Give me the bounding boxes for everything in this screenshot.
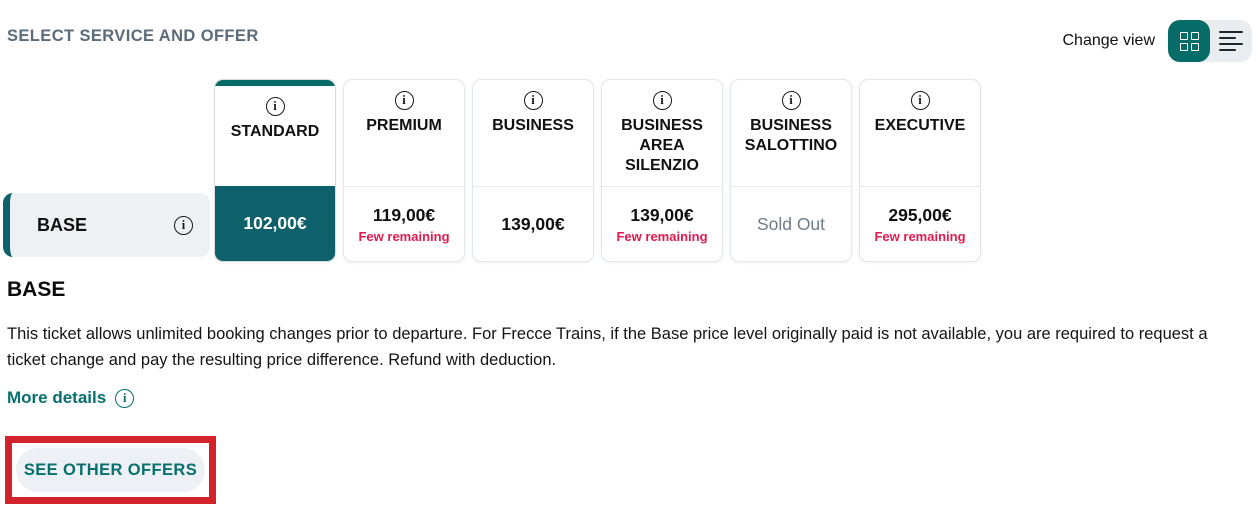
service-column-label: BUSINESS AREA SILENZIO xyxy=(621,117,703,174)
service-column[interactable]: PREMIUM 119,00€ Few remaining xyxy=(343,79,465,262)
service-column-header: BUSINESS xyxy=(473,80,593,186)
view-toggle xyxy=(1168,20,1252,62)
info-icon[interactable] xyxy=(265,97,285,116)
service-column[interactable]: EXECUTIVE 295,00€ Few remaining xyxy=(859,79,981,262)
info-icon xyxy=(115,388,135,408)
service-column-header: PREMIUM xyxy=(344,80,464,186)
service-columns: STANDARD 102,00€ PREMIUM 119,00€ Few rem… xyxy=(214,79,981,262)
service-column-header: BUSINESS AREA SILENZIO xyxy=(602,80,722,186)
service-column-header: STANDARD xyxy=(215,86,335,186)
price-cell[interactable]: 139,00€ Few remaining xyxy=(602,186,722,261)
selected-column-bar xyxy=(215,80,335,86)
info-icon[interactable] xyxy=(394,91,414,110)
list-view-button[interactable] xyxy=(1210,20,1252,62)
more-details-label: More details xyxy=(7,388,107,407)
price-value: 139,00€ xyxy=(501,213,565,234)
service-column[interactable]: BUSINESS AREA SILENZIO 139,00€ Few remai… xyxy=(601,79,723,262)
annotation-highlight: SEE OTHER OFFERS xyxy=(5,436,216,504)
info-icon[interactable] xyxy=(910,91,930,110)
grid-view-icon xyxy=(1179,31,1199,51)
service-column-label: PREMIUM xyxy=(366,117,442,134)
price-value: 119,00€ xyxy=(372,204,436,225)
service-column-header: BUSINESS SALOTTINO xyxy=(731,80,851,186)
fare-table: STANDARD 102,00€ PREMIUM 119,00€ Few rem… xyxy=(0,79,1260,262)
price-cell[interactable]: Sold Out xyxy=(731,186,851,261)
service-column-label: BUSINESS xyxy=(492,117,574,134)
availability-note: Few remaining xyxy=(874,228,966,244)
fare-description-text: This ticket allows unlimited booking cha… xyxy=(7,325,1208,369)
fare-row-base[interactable]: BASE xyxy=(3,193,210,257)
page-title: SELECT SERVICE AND OFFER xyxy=(7,27,259,45)
info-icon[interactable] xyxy=(174,215,193,235)
service-column[interactable]: STANDARD 102,00€ xyxy=(214,79,336,262)
view-controls: Change view xyxy=(1062,20,1252,62)
info-icon[interactable] xyxy=(523,91,543,110)
service-column-label: STANDARD xyxy=(230,123,320,140)
price-cell[interactable]: 119,00€ Few remaining xyxy=(344,186,464,261)
service-column[interactable]: BUSINESS SALOTTINO Sold Out xyxy=(730,79,852,262)
see-other-offers-button[interactable]: SEE OTHER OFFERS xyxy=(16,448,205,492)
fare-row-label: BASE xyxy=(37,214,88,235)
service-column-label: EXECUTIVE xyxy=(874,117,966,134)
price-cell[interactable]: 139,00€ xyxy=(473,186,593,261)
fare-description-heading: BASE xyxy=(7,278,66,301)
price-cell[interactable]: 102,00€ xyxy=(215,186,335,261)
price-cell[interactable]: 295,00€ Few remaining xyxy=(860,186,980,261)
service-column-label: BUSINESS SALOTTINO xyxy=(744,117,838,154)
change-view-label: Change view xyxy=(1062,32,1156,49)
availability-note: Few remaining xyxy=(358,228,450,244)
more-details-link[interactable]: More details xyxy=(7,388,135,408)
grid-view-button[interactable] xyxy=(1168,20,1210,62)
price-value: Sold Out xyxy=(756,213,826,234)
info-icon[interactable] xyxy=(652,91,672,110)
price-value: 295,00€ xyxy=(888,204,952,225)
price-value: 139,00€ xyxy=(630,204,694,225)
price-value: 102,00€ xyxy=(243,213,307,233)
service-column[interactable]: BUSINESS 139,00€ xyxy=(472,79,594,262)
info-icon[interactable] xyxy=(781,91,801,110)
availability-note: Few remaining xyxy=(616,228,708,244)
list-view-icon xyxy=(1219,30,1243,52)
service-column-header: EXECUTIVE xyxy=(860,80,980,186)
